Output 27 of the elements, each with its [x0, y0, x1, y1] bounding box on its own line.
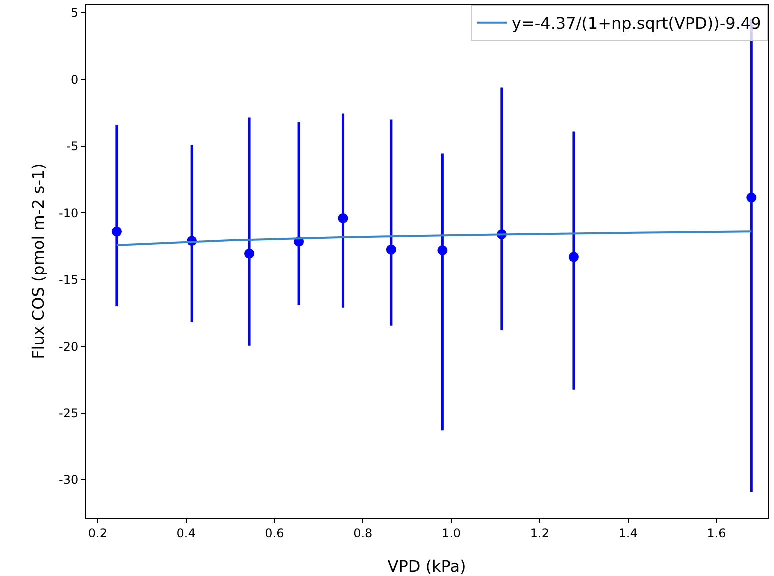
point: [338, 213, 348, 224]
y-tick-label: -5: [66, 140, 79, 154]
point: [386, 244, 396, 255]
y-tick-label: -30: [58, 473, 79, 488]
x-tick-label: 1.2: [530, 526, 550, 540]
y-tick-label: -25: [58, 406, 79, 420]
point: [746, 192, 757, 203]
x-axis-title: VPD (kPa): [388, 557, 466, 576]
x-tick-label: 1.4: [618, 526, 638, 540]
point: [438, 245, 448, 256]
y-tick-label: 5: [70, 6, 79, 20]
x-tick-label: 1.0: [442, 526, 462, 540]
x-tick-label: 0.6: [265, 526, 284, 540]
point: [568, 252, 579, 262]
point: [244, 248, 255, 259]
legend-label: y=-4.37/(1+np.sqrt(VPD))-9.49: [512, 14, 762, 34]
x-tick-label: 0.4: [176, 526, 196, 540]
x-tick-label: 0.8: [354, 526, 373, 540]
y-tick-label: -15: [58, 273, 79, 288]
y-axis-title: Flux COS (pmol m-2 s-1): [29, 164, 48, 360]
x-tick-label: 0.2: [88, 526, 108, 540]
y-tick-label: -10: [58, 206, 79, 220]
point: [112, 226, 122, 237]
y-tick-label: -20: [58, 340, 79, 354]
line-series: [116, 230, 753, 246]
x-tick-label: 1.6: [707, 526, 726, 540]
y-tick-label: 0: [70, 72, 79, 87]
